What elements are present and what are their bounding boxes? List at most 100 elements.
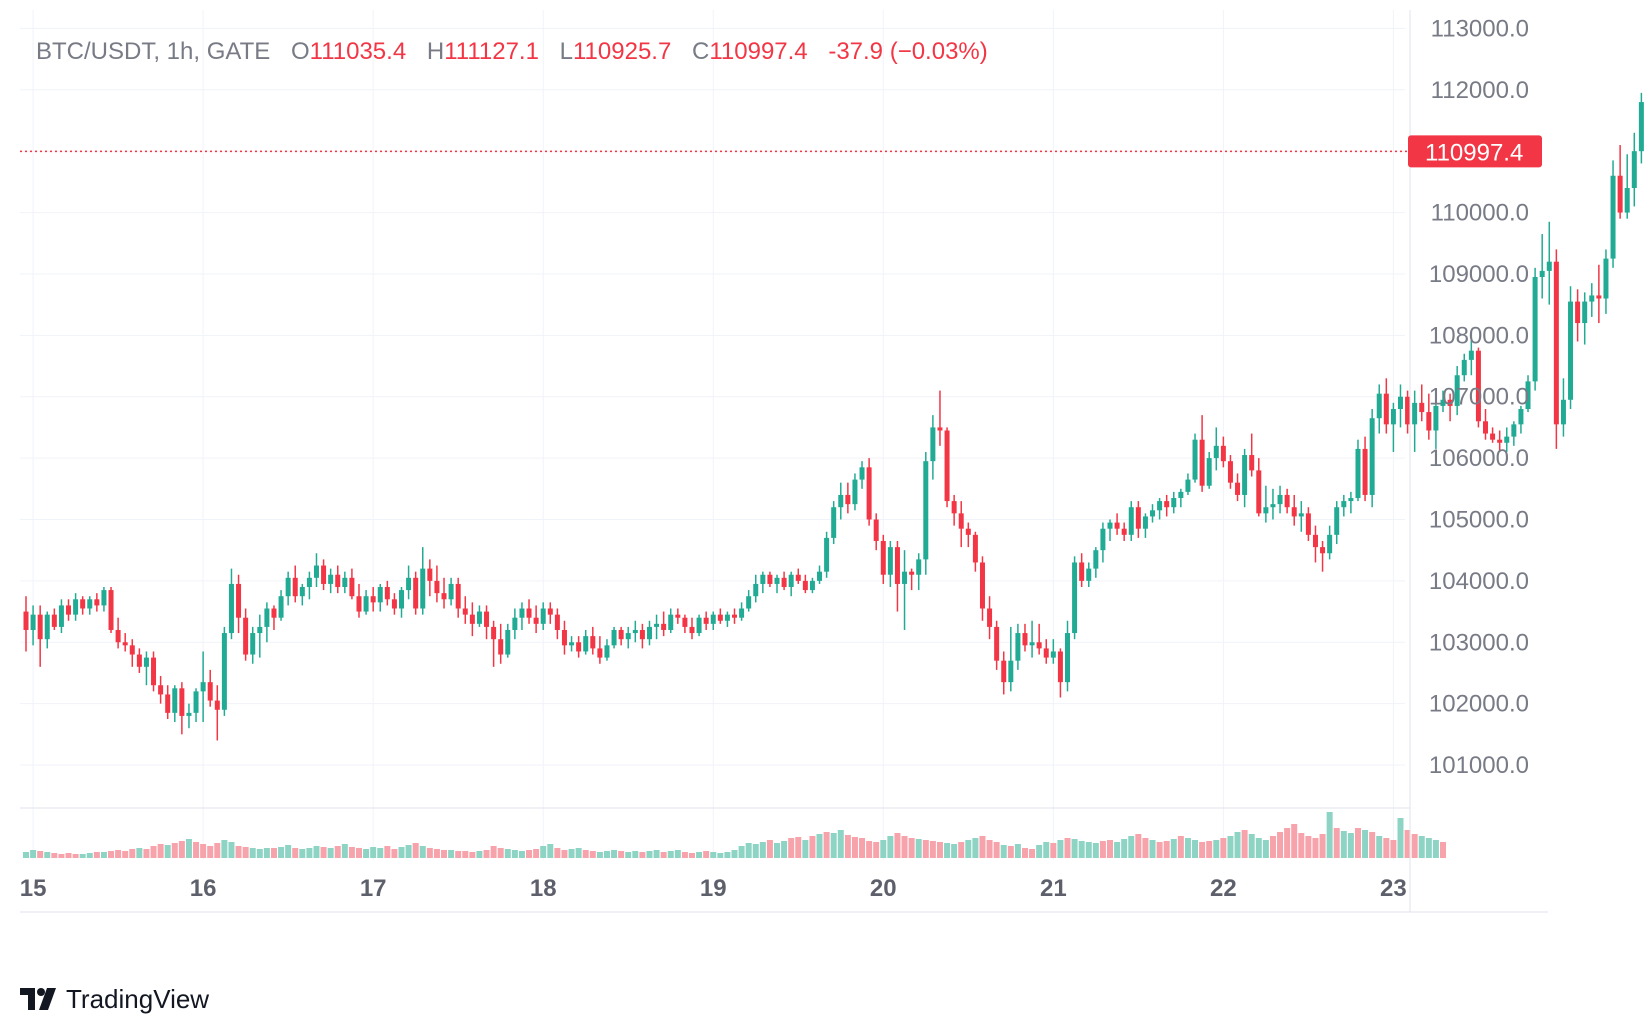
candle-body [130, 645, 135, 654]
candle-body [633, 630, 638, 633]
candle-body [371, 596, 376, 602]
volume-bar [1327, 812, 1333, 858]
volume-bar [583, 850, 589, 858]
volume-bar [526, 850, 532, 858]
volume-bar [448, 850, 454, 858]
volume-bar [335, 846, 341, 858]
candle-body [24, 612, 29, 630]
volume-bar [675, 850, 681, 858]
candle-body [328, 575, 333, 584]
candle-body [1497, 440, 1502, 443]
volume-bar [243, 847, 249, 858]
volume-bar [746, 843, 752, 858]
candle-body [456, 584, 461, 609]
candle-body [1405, 397, 1410, 425]
price-axis[interactable]: 113000.0112000.0111000.0110000.0109000.0… [1429, 15, 1529, 779]
volume-bar [221, 840, 227, 858]
candle-body [1207, 458, 1212, 486]
candle-body [45, 615, 50, 640]
candle-body [1483, 421, 1488, 433]
candle-body [555, 615, 560, 630]
volume-bar [1043, 842, 1049, 858]
volume-bar [972, 838, 978, 858]
volume-bar [377, 848, 383, 858]
volume-bar [1128, 836, 1134, 858]
volume-bar [611, 850, 617, 858]
volume-bar [462, 851, 468, 858]
volume-bar [668, 851, 674, 858]
volume-bar [1298, 833, 1304, 858]
candle-body [1044, 648, 1049, 657]
volume-bar [795, 837, 801, 858]
candle-body [966, 529, 971, 535]
volume-bar [1157, 842, 1163, 858]
candle-body [73, 599, 78, 614]
candle-body [512, 618, 517, 630]
candle-body [548, 609, 553, 615]
candle-body [654, 624, 659, 627]
volume-bar [1015, 844, 1021, 858]
price-tick-label: 110000.0 [1431, 200, 1529, 227]
volume-bar [66, 853, 72, 858]
candle-body [271, 609, 276, 618]
price-tick-label: 101000.0 [1429, 752, 1529, 779]
volume-bar [781, 841, 787, 858]
candle-body [1533, 277, 1538, 381]
volume-bar [724, 852, 730, 858]
candle-body [1200, 440, 1205, 486]
candle-body [1327, 535, 1332, 553]
candle-body [31, 615, 36, 630]
candle-body [1596, 295, 1601, 298]
candle-body [257, 627, 262, 633]
symbol-label[interactable]: BTC/USDT, 1h, GATE [36, 38, 270, 65]
volume-bar [399, 847, 405, 858]
volume-bar [257, 849, 263, 858]
volume-bar [930, 841, 936, 858]
candle-body [534, 618, 539, 624]
volume-bar [1213, 840, 1219, 858]
candle-body [406, 578, 411, 590]
volume-bar [1433, 840, 1439, 858]
candle-body [1575, 302, 1580, 323]
candle-body [215, 701, 220, 710]
candle-body [902, 572, 907, 584]
volume-bar [703, 851, 709, 858]
candle-body [895, 547, 900, 584]
candle-body [583, 636, 588, 651]
candle-body [817, 572, 822, 581]
volume-bar [236, 846, 242, 858]
volume-bar [1093, 843, 1099, 858]
candle-body [491, 627, 496, 639]
candle-body [66, 605, 71, 614]
candle-body [1270, 504, 1275, 507]
candle-body [321, 566, 326, 584]
close-label: C [692, 38, 709, 65]
candle-body [1370, 418, 1375, 495]
candle-body [1214, 446, 1219, 458]
volume-bar [1121, 839, 1127, 858]
volume-bar [554, 848, 560, 858]
volume-bar [1220, 838, 1226, 858]
volume-bar [278, 847, 284, 858]
close-value: 110997.4 [709, 38, 807, 65]
time-tick-label: 20 [870, 875, 897, 902]
volume-bar [1355, 828, 1361, 858]
volume-bar [1270, 836, 1276, 858]
volume-bar [809, 836, 815, 858]
candle-body [80, 599, 85, 608]
volume-bar [1362, 830, 1368, 858]
candle-body [236, 584, 241, 618]
candle-body [194, 691, 199, 712]
volume-bar [285, 845, 291, 858]
volume-bar [1057, 840, 1063, 858]
candle-body [222, 633, 227, 710]
volume-bar [590, 851, 596, 858]
candle-body [1341, 501, 1346, 507]
candle-body [94, 599, 99, 605]
tradingview-brand[interactable]: TradingView [20, 982, 209, 1016]
candle-body [1221, 446, 1226, 461]
volume-bar [845, 835, 851, 858]
volume-bar [866, 841, 872, 858]
